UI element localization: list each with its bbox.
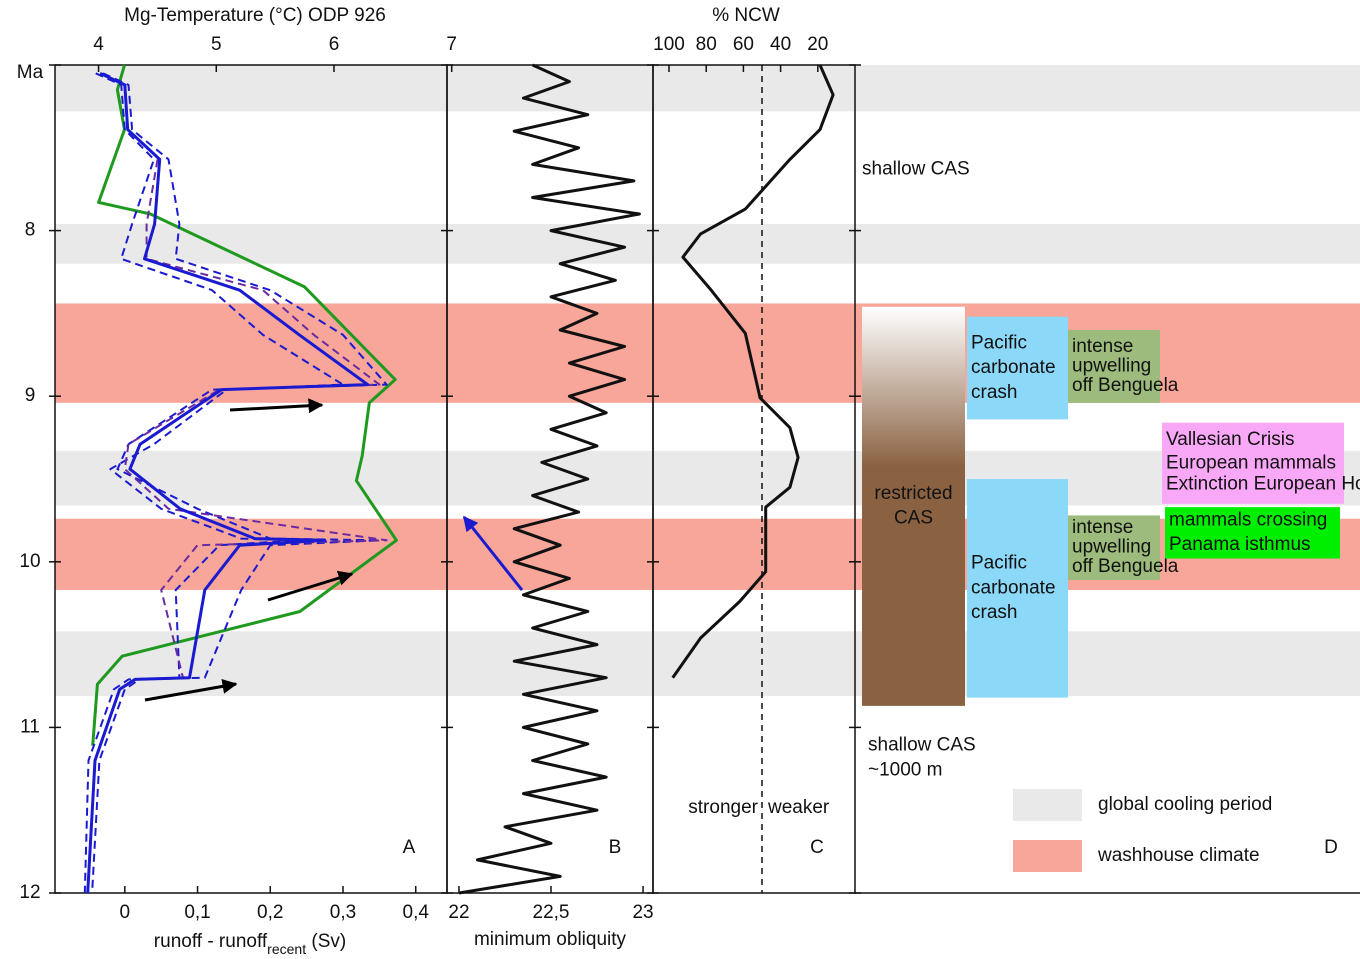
event-box xyxy=(862,306,965,706)
axis-title: Mg-Temperature (°C) ODP 926 xyxy=(124,5,386,26)
x-tick-label: 6 xyxy=(329,34,340,55)
event-label: carbonate xyxy=(971,357,1056,378)
x-tick-label: 0,2 xyxy=(257,902,283,923)
y-tick-label: Ma xyxy=(17,62,44,83)
event-label: CAS xyxy=(894,508,933,529)
axis-title-part: runoff - runoff xyxy=(154,931,268,952)
event-label: Panama isthmus xyxy=(1169,534,1311,555)
event-label: carbonate xyxy=(971,577,1056,598)
data-line xyxy=(671,64,835,679)
x-tick-label: 20 xyxy=(807,34,828,55)
axis-title: runoff - runoffrecent (Sv) xyxy=(154,931,346,957)
event-label: upwelling xyxy=(1072,355,1151,376)
x-tick-label: 0 xyxy=(120,902,131,923)
panel-label: B xyxy=(609,837,622,858)
panel-label: D xyxy=(1324,837,1338,858)
y-tick-label: 12 xyxy=(19,882,40,903)
event-label: mammals crossing xyxy=(1169,509,1327,530)
x-tick-label: 4 xyxy=(93,34,104,55)
x-tick-label: 40 xyxy=(770,34,791,55)
event-label: off Benguela xyxy=(1072,556,1179,577)
event-label: Extinction European Hominoids xyxy=(1166,474,1360,495)
band xyxy=(55,518,1360,590)
x-tick-label: 60 xyxy=(733,34,754,55)
x-tick-label: 0,4 xyxy=(403,902,430,923)
data-line xyxy=(123,159,388,678)
event-label: crash xyxy=(971,382,1017,403)
band xyxy=(55,65,1360,112)
x-tick-label: 7 xyxy=(446,34,457,55)
y-tick-label: 10 xyxy=(19,551,40,572)
legend-swatch xyxy=(1013,840,1082,872)
y-tick-label: 9 xyxy=(25,385,36,406)
x-tick-label: 100 xyxy=(653,34,685,55)
x-tick-label: 0,3 xyxy=(330,902,356,923)
event-label: upwelling xyxy=(1072,537,1151,558)
event-label: intense xyxy=(1072,517,1133,538)
data-line xyxy=(91,64,398,746)
event-label: restricted xyxy=(874,483,952,504)
arrows xyxy=(144,398,524,702)
event-label: Vallesian Crisis xyxy=(1166,429,1294,450)
x-tick-label: 22,5 xyxy=(533,902,570,923)
event-box xyxy=(1162,422,1344,504)
note: ~1000 m xyxy=(868,760,942,781)
event-label: Pacific xyxy=(971,553,1027,574)
x-tick-label: 23 xyxy=(632,902,653,923)
legend-swatch xyxy=(1013,789,1082,821)
x-tick-label: 80 xyxy=(696,34,717,55)
y-tick-label: 11 xyxy=(20,716,40,737)
arrow xyxy=(267,570,354,602)
content: Ma 8 9 10 11 12 4 5 6 7 Mg-Temperature (°C) ODP 92… xyxy=(17,5,1360,957)
event-box xyxy=(1165,507,1340,559)
axis-title: % NCW xyxy=(712,5,780,26)
panel-label: A xyxy=(403,837,416,858)
x-tick-label: 5 xyxy=(211,34,222,55)
arrow xyxy=(229,398,324,414)
x-tick-label: 0,1 xyxy=(184,902,210,923)
event-label: European mammals xyxy=(1166,452,1336,473)
data-line xyxy=(86,71,370,894)
arrow xyxy=(462,515,524,591)
band xyxy=(55,450,1360,506)
axis-title-part: (Sv) xyxy=(306,931,346,952)
event-label: crash xyxy=(971,602,1017,623)
band xyxy=(55,631,1360,696)
y-tick-label: 8 xyxy=(25,220,36,241)
note: shallow CAS xyxy=(868,735,976,756)
note: weaker xyxy=(767,797,830,818)
legend-label: washhouse climate xyxy=(1097,845,1260,866)
arrow xyxy=(144,678,238,702)
axis-title: minimum obliquity xyxy=(474,929,627,950)
event-label: intense xyxy=(1072,336,1133,357)
x-tick-label: 22 xyxy=(448,902,469,923)
event-label: off Benguela xyxy=(1072,375,1179,396)
note: stronger xyxy=(688,797,758,818)
event-box xyxy=(967,479,1068,698)
panel-frame xyxy=(652,64,856,894)
note: shallow CAS xyxy=(862,158,970,179)
event-box xyxy=(967,316,1068,420)
axis-title-part: recent xyxy=(267,941,306,957)
event-box xyxy=(1068,515,1160,581)
event-label: Pacific xyxy=(971,332,1027,353)
legend-label: global cooling period xyxy=(1098,794,1272,815)
event-box xyxy=(1068,329,1160,403)
data-line xyxy=(458,63,641,895)
panel-label: C xyxy=(810,837,824,858)
